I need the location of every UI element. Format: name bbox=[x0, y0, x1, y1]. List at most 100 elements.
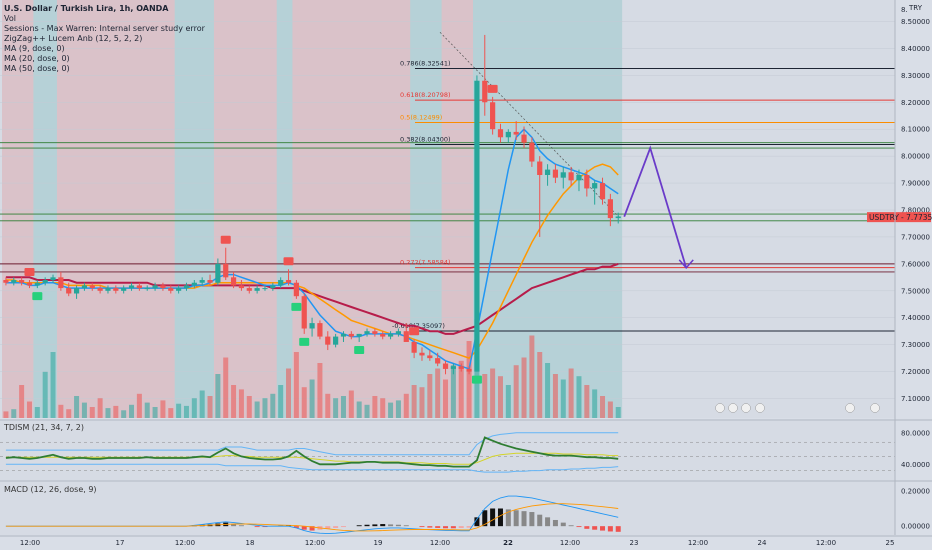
indicator-ma20[interactable]: MA (20, dose, 0) bbox=[4, 54, 70, 63]
volume-bar bbox=[435, 368, 441, 418]
volume-bar bbox=[411, 385, 417, 418]
volume-bar bbox=[246, 396, 252, 418]
session-band-0 bbox=[2, 0, 34, 418]
candle-body bbox=[278, 280, 284, 286]
candle-body bbox=[513, 131, 519, 135]
candle-body bbox=[105, 288, 111, 291]
indicator-sessions[interactable]: Sessions - Max Warren: Internal server s… bbox=[4, 24, 205, 33]
candle-body bbox=[19, 280, 25, 283]
volume-bar bbox=[403, 393, 409, 418]
macd-hist-bar bbox=[584, 526, 590, 529]
low-marker bbox=[299, 337, 310, 346]
volume-bar bbox=[3, 411, 9, 418]
candle-body bbox=[121, 288, 127, 291]
volume-bar bbox=[50, 352, 56, 418]
candle-body bbox=[317, 323, 323, 337]
volume-bar bbox=[26, 401, 32, 418]
volume-bar bbox=[19, 385, 25, 418]
y-tick-label-top: 8. bbox=[901, 6, 908, 14]
volume-bar bbox=[545, 363, 551, 418]
x-tick-label: 12:00 bbox=[816, 539, 836, 547]
candle-body bbox=[42, 280, 48, 283]
candle-body bbox=[490, 102, 496, 130]
candle-body bbox=[348, 333, 354, 337]
candle-body bbox=[607, 199, 613, 219]
macd-hist-bar bbox=[372, 524, 378, 527]
volume-bar bbox=[74, 396, 80, 418]
volume-bar bbox=[223, 357, 229, 418]
indicator-ma9[interactable]: MA (9, dose, 0) bbox=[4, 44, 65, 53]
macd-hist-bar bbox=[395, 524, 401, 527]
candle-body bbox=[11, 280, 17, 283]
candle-body bbox=[521, 134, 527, 143]
candle-body bbox=[576, 174, 582, 181]
candle-body bbox=[285, 280, 292, 283]
candle-body bbox=[168, 288, 174, 291]
fib-label-5: -0.618(7.35097) bbox=[392, 322, 445, 330]
x-tick-label: 24 bbox=[758, 539, 767, 547]
y-tick-label: 7.20000 bbox=[901, 368, 930, 376]
high-marker bbox=[283, 257, 294, 266]
volume-bar bbox=[458, 360, 464, 418]
volume-bar bbox=[301, 387, 307, 418]
volume-bar bbox=[576, 376, 582, 418]
candle-body bbox=[427, 355, 433, 359]
candle-body bbox=[89, 285, 95, 289]
macd-tick-label: 0.00000 bbox=[901, 523, 930, 531]
macd-label: MACD (12, 26, dose, 9) bbox=[4, 485, 97, 494]
macd-hist-bar bbox=[482, 510, 488, 527]
candle-body bbox=[262, 288, 268, 290]
volume-bar bbox=[482, 374, 488, 418]
session-band-1 bbox=[33, 0, 57, 418]
candle-body bbox=[136, 285, 142, 289]
candle-body bbox=[215, 263, 221, 283]
y-tick-label: 7.50000 bbox=[901, 287, 930, 295]
candle-body bbox=[380, 333, 386, 337]
high-marker bbox=[487, 84, 498, 93]
session-band-9 bbox=[473, 0, 623, 418]
high-marker bbox=[409, 327, 420, 336]
volume-bar bbox=[286, 368, 292, 418]
candle-body bbox=[73, 288, 80, 294]
candle-body bbox=[128, 285, 135, 289]
macd-hist-bar bbox=[576, 526, 582, 528]
event-flag-icon bbox=[845, 403, 855, 413]
y-tick-label: 7.60000 bbox=[901, 260, 930, 268]
macd-hist-bar bbox=[513, 510, 519, 527]
macd-hist-bar bbox=[505, 509, 511, 527]
x-tick-label: 22 bbox=[503, 539, 513, 547]
indicator-zigzag[interactable]: ZigZag++ Lucem Anb (12, 5, 2, 2) bbox=[4, 34, 143, 43]
event-flag-icon bbox=[741, 403, 751, 413]
candle-body bbox=[544, 169, 551, 175]
volume-bar bbox=[81, 402, 87, 418]
volume-bar bbox=[168, 408, 174, 418]
macd-hist-bar bbox=[529, 512, 535, 527]
candle-body bbox=[293, 282, 299, 297]
candle-body bbox=[183, 285, 190, 289]
volume-bar bbox=[340, 396, 346, 418]
candle-body bbox=[387, 333, 394, 337]
y-tick-label: 8.00000 bbox=[901, 153, 930, 161]
volume-bar bbox=[560, 379, 566, 418]
macd-hist-bar bbox=[333, 526, 339, 528]
macd-hist-bar bbox=[325, 526, 331, 529]
candle-body bbox=[254, 288, 260, 291]
indicator-ma50[interactable]: MA (50, dose, 0) bbox=[4, 64, 70, 73]
volume-bar bbox=[466, 341, 472, 418]
candle-body bbox=[615, 216, 621, 219]
candle-body bbox=[191, 282, 197, 286]
indicator-vol[interactable]: Vol bbox=[4, 14, 16, 23]
y-tick-label: 8.50000 bbox=[901, 18, 930, 26]
volume-bar bbox=[427, 374, 433, 418]
volume-bar bbox=[552, 374, 558, 418]
session-band-4 bbox=[213, 0, 277, 418]
macd-hist-bar bbox=[560, 522, 566, 527]
macd-hist-bar bbox=[364, 524, 370, 527]
volume-bar bbox=[592, 389, 598, 418]
volume-bar bbox=[66, 409, 72, 418]
macd-hist-bar bbox=[254, 526, 260, 528]
y-tick-label: 7.80000 bbox=[901, 207, 930, 215]
volume-bar bbox=[113, 405, 119, 418]
volume-bar bbox=[105, 408, 111, 418]
